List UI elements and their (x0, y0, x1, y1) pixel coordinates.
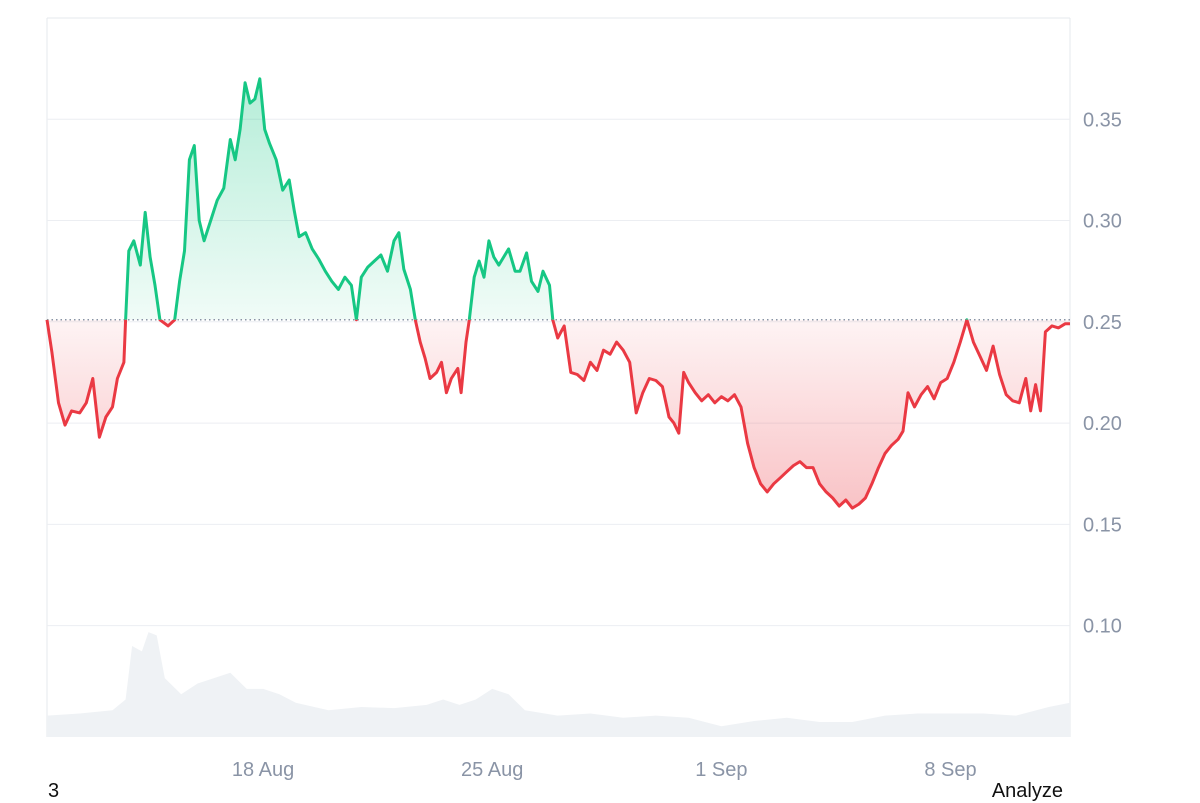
x-axis-ticks: 18 Aug 25 Aug 1 Sep 8 Sep (232, 759, 977, 781)
price-line-down (45, 319, 1070, 510)
x-tick-label: 18 Aug (232, 759, 294, 781)
price-fill (47, 78, 1070, 509)
y-tick-label: 0.35 (1083, 109, 1122, 131)
analyze-link[interactable]: Analyze (991, 780, 1063, 802)
x-tick-label: 8 Sep (924, 759, 976, 781)
x-tick-label: 25 Aug (461, 759, 523, 781)
x-tick-label: 1 Sep (695, 759, 747, 781)
volume-area (47, 632, 1070, 737)
y-tick-label: 0.30 (1083, 211, 1122, 233)
y-tick-label: 0.20 (1083, 413, 1122, 435)
price-line (45, 77, 1070, 510)
y-tick-label: 0.25 (1083, 312, 1122, 334)
fill-below-baseline (47, 319, 1070, 509)
y-tick-label: 0.10 (1083, 616, 1122, 638)
volume-area-path (47, 632, 1070, 737)
footer-left-text: 3 (48, 780, 60, 802)
plot-frame (46, 17, 1071, 737)
y-tick-label: 0.15 (1083, 514, 1122, 536)
fill-above-baseline (125, 78, 553, 320)
price-line-up (47, 77, 969, 320)
y-axis-ticks: 0.35 0.30 0.25 0.20 0.15 0.10 (1083, 109, 1122, 637)
